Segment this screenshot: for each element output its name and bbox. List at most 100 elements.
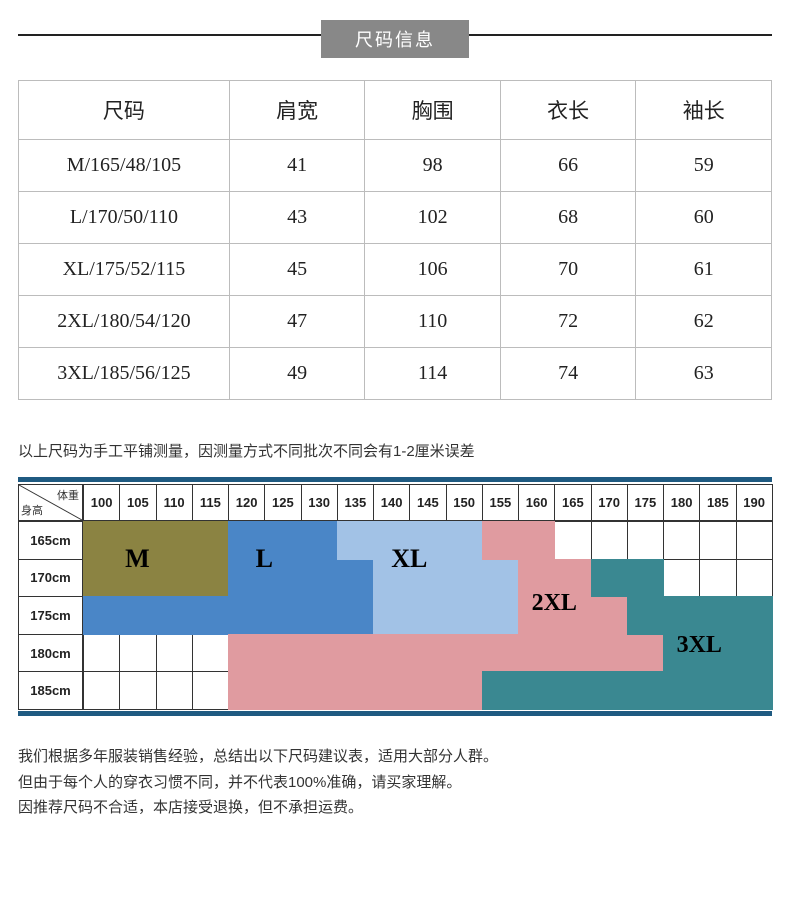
weight-header: 105 [119,484,156,521]
height-header: 180cm [18,634,83,673]
grid-cell [192,634,229,673]
grid-cell [699,559,736,598]
size-region-cell [446,559,483,598]
size-region-cell [337,596,374,635]
weight-header: 145 [409,484,446,521]
table-cell: 106 [365,244,501,296]
weight-header: 115 [192,484,229,521]
table-cell: 98 [365,140,501,192]
weight-header: 175 [627,484,664,521]
table-cell: 61 [636,244,772,296]
table-row: 2XL/180/54/120471107262 [19,296,772,348]
recommendation-chart: MLXL2XL3XL100105110115120125130135140145… [18,477,772,716]
table-row: 3XL/185/56/125491147463 [19,348,772,400]
size-region-cell [337,521,374,560]
size-region-label: 3XL [663,626,736,664]
size-region-cell [591,671,628,710]
size-region-cell [119,596,156,635]
weight-header: 180 [663,484,700,521]
table-row: XL/175/52/115451067061 [19,244,772,296]
footer-notes: 我们根据多年服装销售经验，总结出以下尺码建议表，适用大部分人群。但由于每个人的穿… [18,744,790,821]
size-region-cell [264,671,301,710]
size-region-cell [301,596,338,635]
size-table-header: 袖长 [636,81,772,140]
size-region-cell [482,521,519,560]
size-region-cell [518,634,555,673]
size-region-label: M [101,540,174,578]
size-region-cell [518,521,555,560]
table-cell: 59 [636,140,772,192]
weight-header: 130 [301,484,338,521]
size-region-cell [446,634,483,673]
table-cell: 2XL/180/54/120 [19,296,230,348]
grid-cell [736,559,773,598]
size-region-cell [482,596,519,635]
weight-header: 140 [373,484,410,521]
grid-cell [119,671,156,710]
weight-header: 155 [482,484,519,521]
weight-header: 110 [156,484,193,521]
size-region-cell [228,634,265,673]
size-region-cell [554,634,591,673]
size-region-cell [736,634,773,673]
size-region-cell [699,671,736,710]
table-cell: 60 [636,192,772,244]
size-region-cell [301,671,338,710]
size-region-cell [373,671,410,710]
size-region-cell [482,634,519,673]
table-cell: 68 [500,192,636,244]
footer-line: 但由于每个人的穿衣习惯不同，并不代表100%准确，请买家理解。 [18,770,790,796]
size-region-cell [301,559,338,598]
grid-cell [663,521,700,560]
size-region-cell [627,596,664,635]
weight-header: 120 [228,484,265,521]
size-region-cell [591,559,628,598]
size-region-cell [446,521,483,560]
size-region-cell [337,671,374,710]
axis-corner: 体重身高 [18,484,83,521]
size-region-cell [337,634,374,673]
weight-header: 150 [446,484,483,521]
table-cell: M/165/48/105 [19,140,230,192]
table-cell: 70 [500,244,636,296]
height-axis-label: 身高 [21,502,43,518]
table-cell: 45 [229,244,365,296]
table-row: L/170/50/110431026860 [19,192,772,244]
height-header: 165cm [18,521,83,560]
weight-header: 185 [699,484,736,521]
weight-header: 160 [518,484,555,521]
table-cell: XL/175/52/115 [19,244,230,296]
grid-cell [627,521,664,560]
weight-header: 125 [264,484,301,521]
table-cell: 63 [636,348,772,400]
height-header: 175cm [18,596,83,635]
grid-cell [192,671,229,710]
size-table-header: 尺码 [19,81,230,140]
size-region-cell [337,559,374,598]
grid-cell [83,671,120,710]
size-region-cell [627,634,664,673]
size-region-cell [409,634,446,673]
size-table-header: 胸围 [365,81,501,140]
header-title: 尺码信息 [321,20,469,58]
grid-cell [554,521,591,560]
grid-cell [83,634,120,673]
size-region-cell [228,671,265,710]
size-region-cell [591,634,628,673]
size-region-cell [736,596,773,635]
size-region-cell [156,596,193,635]
grid-cell [156,634,193,673]
size-region-cell [192,596,229,635]
weight-header: 190 [736,484,773,521]
size-region-cell [409,596,446,635]
size-region-cell [482,559,519,598]
size-region-cell [591,596,628,635]
table-cell: 114 [365,348,501,400]
size-region-cell [83,596,120,635]
weight-header: 170 [591,484,628,521]
grid-cell [736,521,773,560]
size-region-cell [373,596,410,635]
table-cell: 49 [229,348,365,400]
grid-cell [663,559,700,598]
grid-cell [119,634,156,673]
